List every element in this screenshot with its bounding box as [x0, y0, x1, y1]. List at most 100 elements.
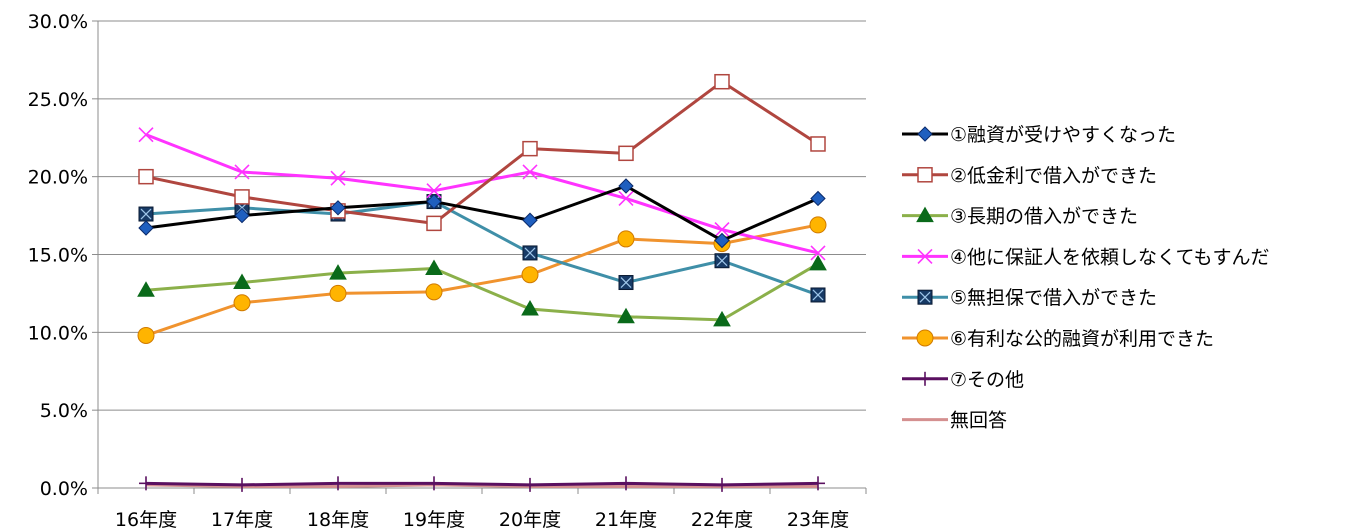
data-point	[137, 281, 155, 297]
series-3	[137, 254, 827, 327]
legend-marker	[917, 126, 933, 142]
series-line	[145, 133, 819, 255]
legend: ①融資が受けやすくなった ②低金利で借入ができた ③長期の借入ができた ④他に保証人を…	[902, 124, 1270, 432]
data-point	[139, 476, 153, 491]
data-point	[331, 476, 345, 491]
x-tick-label: 22年度	[691, 509, 753, 530]
legend-marker	[918, 371, 932, 386]
axis-layer: 0.0% 5.0% 10.0% 15.0% 20.0% 25.0% 30.0% 16年度 17年…	[28, 11, 867, 530]
data-point	[617, 230, 635, 248]
legend-label: ⑦その他	[950, 369, 1024, 391]
x-tick-label: 18年度	[307, 509, 369, 530]
data-point	[235, 477, 249, 492]
data-point	[617, 307, 635, 324]
data-point	[234, 207, 250, 224]
series-4	[138, 127, 826, 261]
legend-marker	[916, 206, 934, 223]
data-point	[713, 310, 731, 327]
legend-label: ⑤無担保で借入ができた	[950, 287, 1157, 309]
series-1	[138, 178, 826, 249]
legend-marker	[916, 329, 934, 347]
data-point	[618, 145, 634, 162]
data-point	[811, 476, 825, 491]
legend-item: ⑤無担保で借入ができた	[902, 287, 1157, 309]
data-point	[234, 189, 250, 205]
legend-label: ②低金利で借入ができた	[950, 165, 1157, 187]
data-point	[522, 212, 538, 228]
data-point	[330, 170, 346, 186]
data-point	[426, 215, 442, 232]
x-tick-label: 23年度	[787, 509, 849, 530]
y-tick-label: 0.0%	[40, 478, 88, 500]
legend-label: ③長期の借入ができた	[950, 206, 1138, 228]
y-tick-label: 10.0%	[28, 322, 88, 344]
data-point	[810, 190, 826, 207]
data-point	[234, 164, 250, 180]
series-line	[145, 80, 819, 225]
data-point	[618, 190, 634, 207]
data-point	[523, 477, 537, 492]
legend-marker	[917, 248, 933, 264]
series-7	[139, 476, 825, 492]
legend-item: ③長期の借入ができた	[902, 206, 1138, 228]
legend-item: ④他に保証人を依頼しなくてもすんだ	[902, 246, 1270, 268]
x-tick-label: 21年度	[595, 509, 657, 530]
data-point	[138, 206, 154, 222]
data-point	[714, 232, 730, 249]
x-tick-label: 16年度	[115, 509, 177, 530]
data-point	[233, 273, 251, 290]
legend-item: ②低金利で借入ができた	[902, 165, 1157, 187]
data-point	[425, 283, 443, 301]
data-point	[138, 220, 154, 236]
y-tick-label: 30.0%	[28, 11, 88, 33]
data-point	[521, 299, 539, 316]
series-line	[145, 184, 819, 242]
legend-item: ①融資が受けやすくなった	[902, 124, 1176, 146]
series-2	[138, 73, 826, 232]
x-tick-label: 19年度	[403, 509, 465, 530]
data-point	[715, 477, 729, 492]
data-point	[714, 253, 730, 269]
data-point	[426, 193, 442, 210]
x-tick-label: 17年度	[211, 509, 273, 530]
data-point	[233, 294, 251, 312]
legend-label: 無回答	[950, 410, 1007, 432]
legend-item: ⑦その他	[902, 369, 1024, 391]
y-tick-label: 15.0%	[28, 245, 88, 267]
data-point	[522, 245, 538, 261]
grid-layer	[98, 20, 866, 411]
legend-label: ④他に保証人を依頼しなくてもすんだ	[950, 246, 1270, 268]
data-point	[618, 275, 634, 291]
data-point	[618, 178, 634, 194]
data-point	[427, 476, 441, 491]
legend-item: ⑥有利な公的融資が利用できた	[902, 328, 1214, 350]
legend-item: 無回答	[902, 410, 1007, 432]
legend-label: ⑥有利な公的融資が利用できた	[950, 328, 1214, 350]
x-tick-label: 20年度	[499, 509, 561, 530]
series-8	[145, 483, 818, 488]
data-point	[810, 136, 826, 152]
data-point	[522, 164, 538, 180]
data-point	[809, 216, 827, 234]
series-line	[145, 262, 819, 322]
series-layer	[137, 73, 827, 492]
data-point	[522, 140, 538, 157]
series-line	[145, 200, 819, 297]
y-tick-label: 25.0%	[28, 89, 88, 111]
legend-marker	[917, 167, 933, 183]
data-point	[426, 183, 442, 199]
y-tick-label: 20.0%	[28, 167, 88, 189]
data-point	[138, 127, 154, 143]
series-line	[145, 223, 819, 337]
data-point	[619, 476, 633, 491]
series-line	[145, 481, 819, 487]
data-point	[714, 73, 730, 90]
data-point	[138, 168, 154, 185]
data-point	[329, 284, 347, 302]
y-tick-label: 5.0%	[40, 400, 88, 422]
data-point	[330, 200, 346, 216]
data-point	[810, 287, 826, 303]
legend-label: ①融資が受けやすくなった	[950, 124, 1176, 146]
